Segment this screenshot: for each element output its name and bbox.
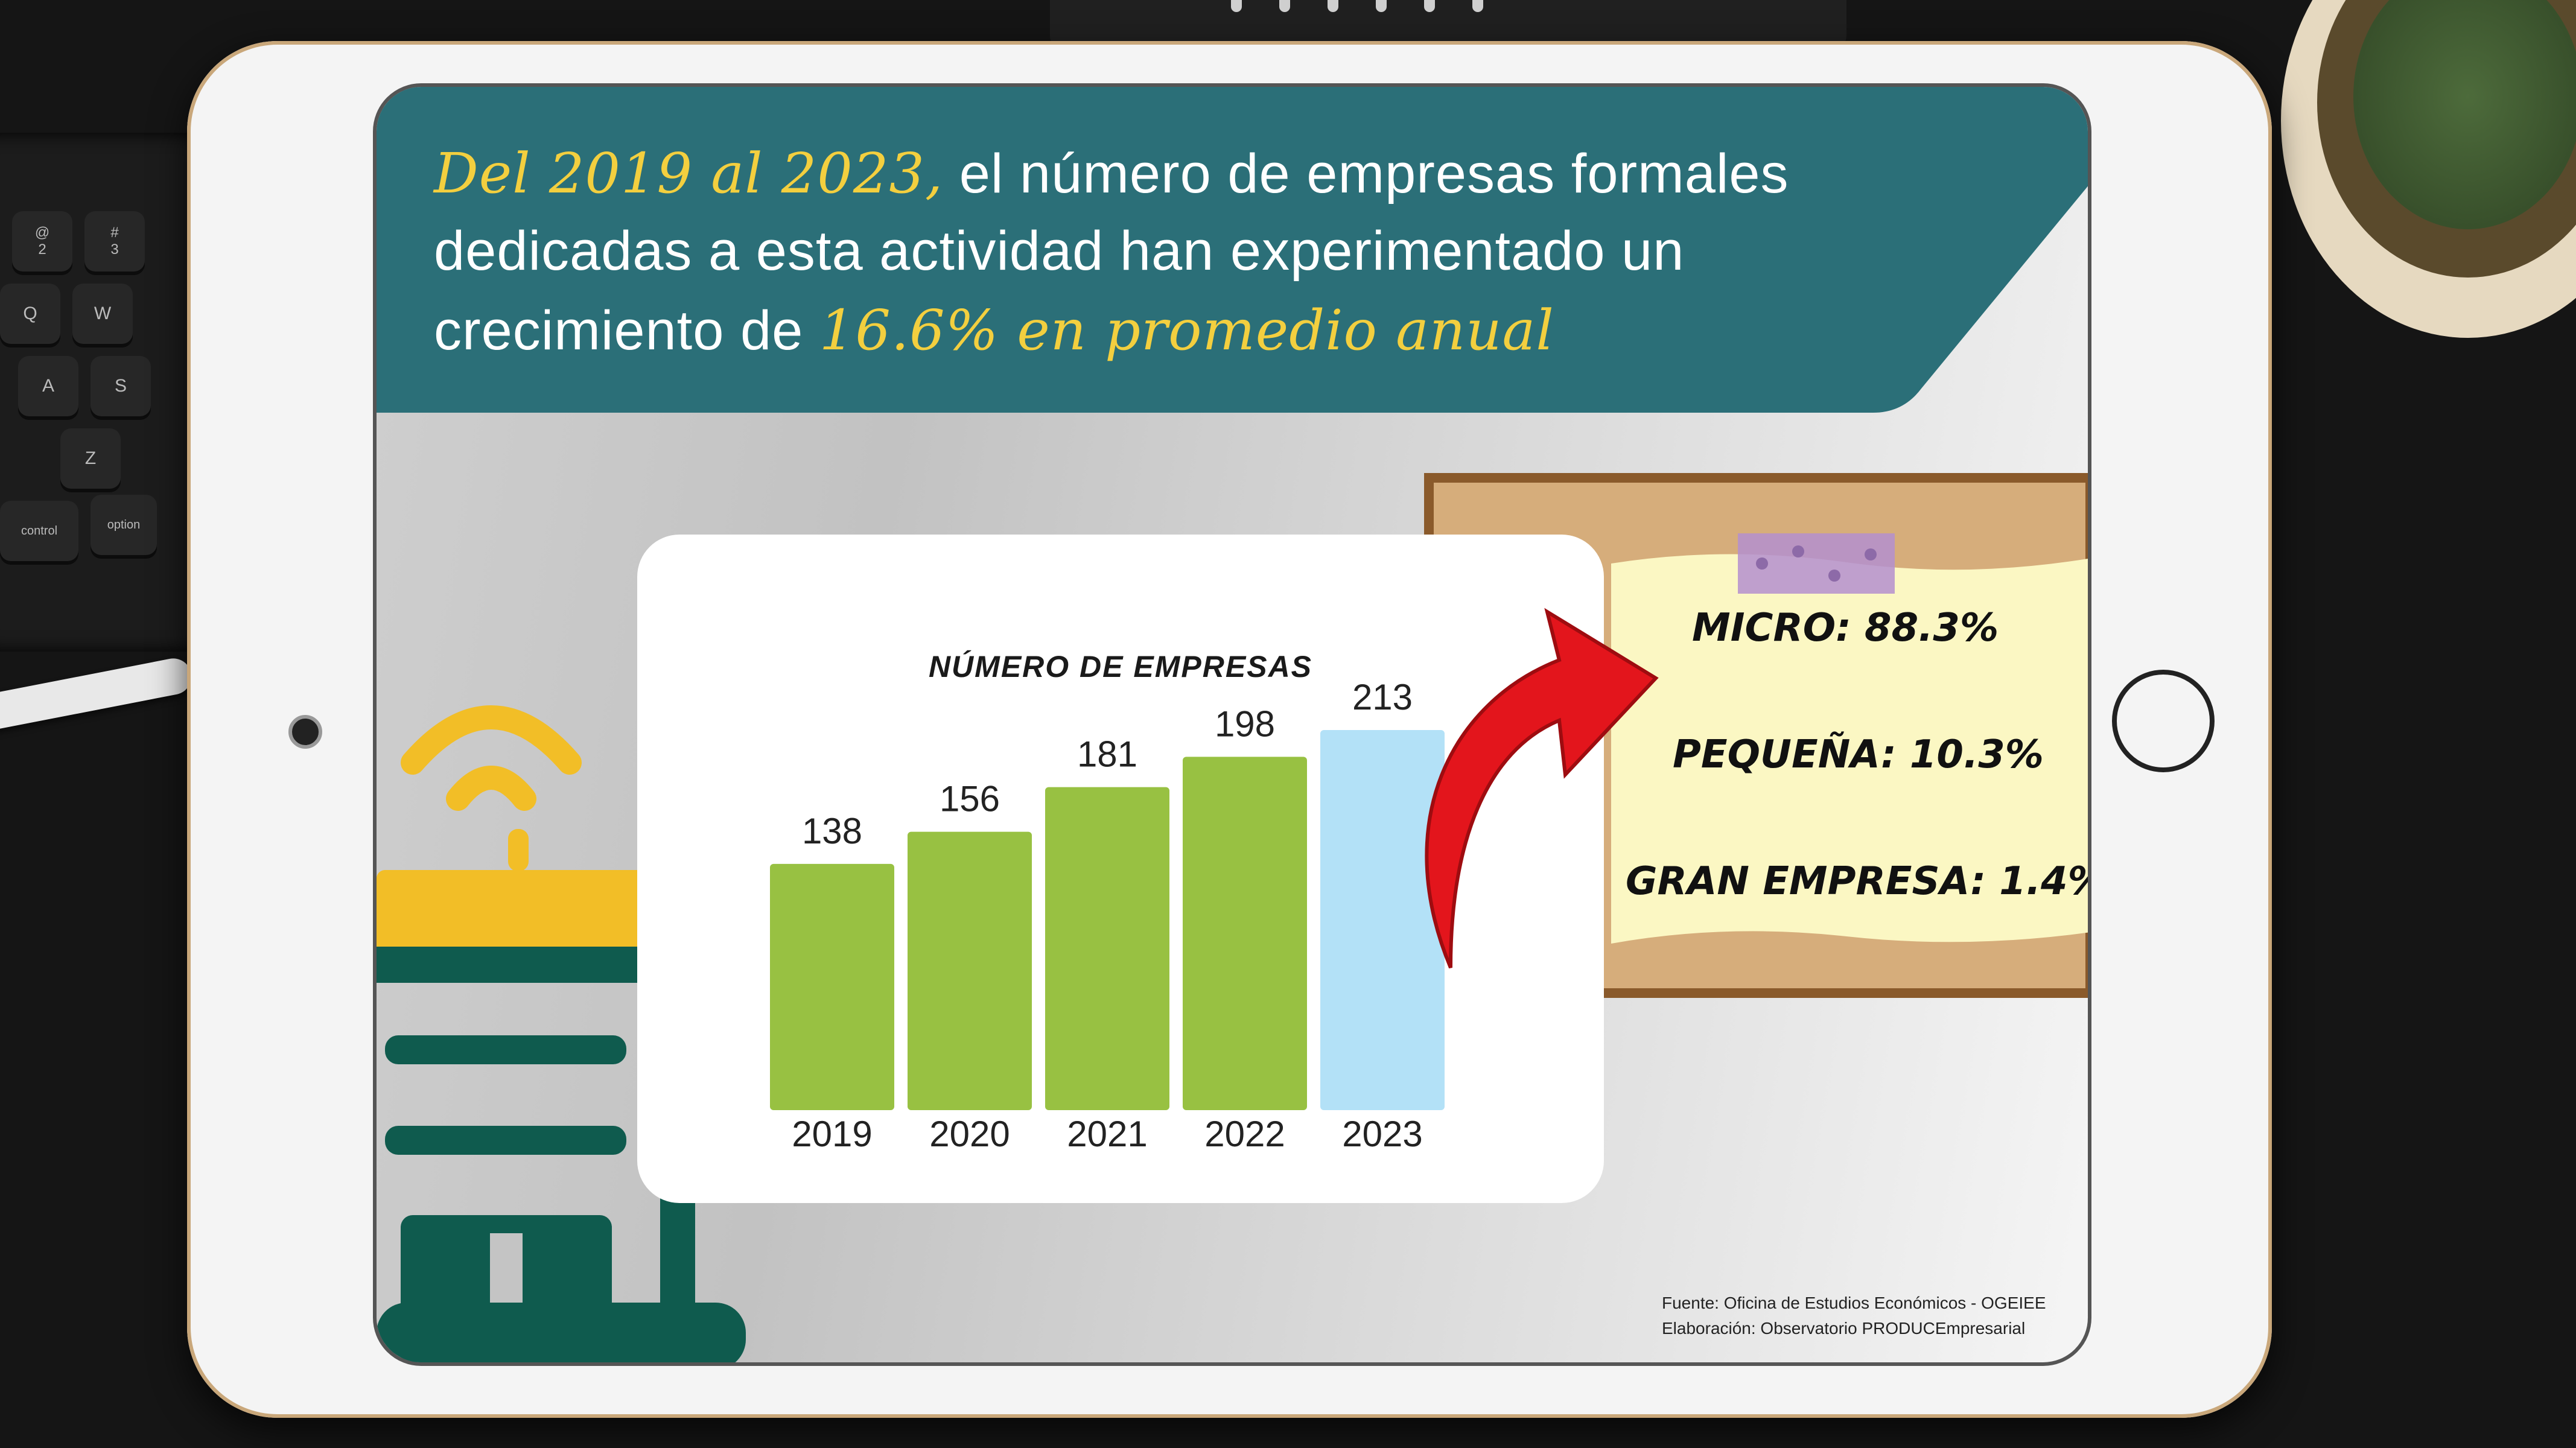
value-label-2022: 198 (1215, 703, 1275, 744)
value-label-2023: 213 (1352, 677, 1413, 717)
key-2: @ 2 (12, 211, 72, 272)
header-highlight-years: Del 2019 al 2023, (434, 141, 944, 206)
key-a: A (18, 356, 78, 416)
header-line-2: dedicadas a esta actividad han experimen… (434, 220, 1685, 282)
key-control-label: control (21, 524, 58, 538)
bar-2021 (1045, 787, 1169, 1110)
cactus-icon (2353, 0, 2576, 229)
key-a-label: A (42, 376, 54, 396)
header-banner-shape (377, 87, 2088, 413)
key-q: Q (0, 284, 60, 344)
category-label-2022: 2022 (1204, 1114, 1285, 1154)
value-label-2020: 156 (940, 779, 1000, 819)
spiral (1231, 0, 1242, 12)
bar-2022 (1183, 757, 1307, 1110)
spiral (1424, 0, 1435, 12)
header-line-3: crecimiento de 16.6% en promedio anual (434, 298, 1554, 363)
bar-2020 (908, 831, 1032, 1110)
key-control: control (0, 501, 78, 561)
header-banner (377, 87, 2088, 413)
wifi-arc-outer (401, 705, 582, 775)
spiral (1472, 0, 1483, 12)
board-gran-empresa: GRAN EMPRESA: 1.4% (1626, 859, 2091, 904)
red-arrow-icon (1425, 608, 1659, 969)
header-line-3-text: crecimiento de (434, 300, 819, 361)
tablet-screen: Del 2019 al 2023, el número de empresas … (373, 83, 2091, 1366)
notebook (1050, 0, 1846, 48)
board-pequena: PEQUEÑA: 10.3% (1673, 732, 2044, 777)
key-option: option (91, 495, 157, 555)
key-q-label: Q (23, 303, 37, 323)
key-3: # 3 (84, 211, 145, 272)
home-button[interactable] (2112, 670, 2215, 772)
board-micro: MICRO: 88.3% (1692, 606, 1999, 650)
category-label-2023: 2023 (1342, 1114, 1422, 1154)
key-option-label: option (107, 518, 141, 532)
board-paper (1611, 554, 2088, 944)
category-label-2019: 2019 (792, 1114, 872, 1154)
pencil (0, 655, 195, 732)
key-3-label: # 3 (110, 224, 119, 258)
key-2-label: @ 2 (34, 224, 50, 258)
header-highlight-growth: 16.6% en promedio anual (819, 298, 1554, 363)
bar-chart: 138 2019 156 2020 181 2021 198 2022 213 2023 (770, 677, 1445, 1154)
value-label-2021: 181 (1077, 734, 1137, 775)
source-line-2: Elaboración: Observatorio PRODUCEmpresar… (1662, 1319, 2026, 1338)
spiral (1279, 0, 1290, 12)
keyboard: @ 2 # 3 Q W A S Z control option (0, 133, 205, 652)
antenna (508, 829, 529, 871)
value-label-2019: 138 (802, 811, 862, 851)
category-label-2021: 2021 (1067, 1114, 1147, 1154)
chart-title: NÚMERO DE EMPRESAS (928, 650, 1313, 684)
wifi-arc-inner (446, 766, 536, 811)
window-line-2 (385, 1126, 626, 1155)
key-w: W (72, 284, 133, 344)
red-arrow-shape (1425, 608, 1659, 969)
source-line-1: Fuente: Oficina de Estudios Económicos -… (1662, 1294, 2046, 1312)
camera-icon (288, 715, 322, 749)
chart-card: NÚMERO DE EMPRESAS 138 2019 156 2020 181 2021… (637, 535, 1604, 1203)
key-s: S (91, 356, 151, 416)
key-z: Z (60, 428, 121, 489)
key-z-label: Z (84, 448, 97, 468)
category-label-2020: 2020 (929, 1114, 1010, 1154)
bar-2023 (1320, 730, 1445, 1110)
base-step (377, 1303, 746, 1362)
header-line-1: Del 2019 al 2023, el número de empresas … (434, 141, 1789, 206)
window-line-1 (385, 1035, 626, 1064)
header-line-1-text: el número de empresas formales (943, 143, 1789, 205)
spiral (1328, 0, 1338, 12)
key-s-label: S (114, 376, 127, 396)
key-w-label: W (94, 303, 112, 323)
spiral (1376, 0, 1387, 12)
bar-2019 (770, 863, 894, 1110)
